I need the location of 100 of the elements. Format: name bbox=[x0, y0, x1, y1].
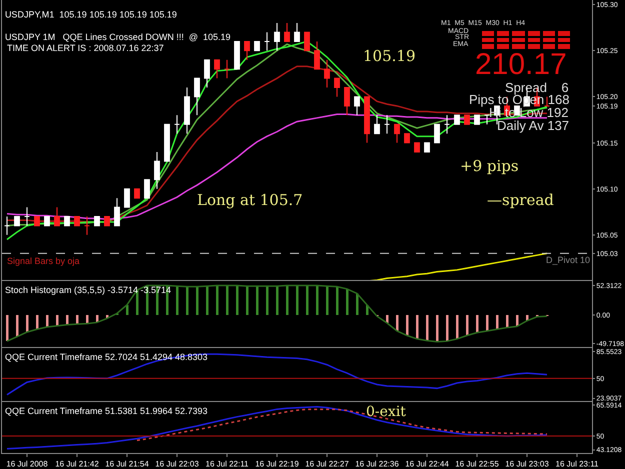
candlestick bbox=[104, 216, 110, 226]
bar bbox=[386, 315, 388, 324]
candlestick bbox=[64, 216, 70, 226]
bar bbox=[356, 293, 358, 316]
x-tick-label: 16 Jul 21:54 bbox=[105, 460, 150, 469]
annotation: 0-exit bbox=[366, 404, 406, 420]
candlestick bbox=[474, 114, 480, 125]
bar bbox=[446, 315, 448, 342]
x-tick-label: 16 Jul 22:11 bbox=[206, 460, 250, 469]
bar bbox=[86, 315, 88, 324]
bar bbox=[266, 286, 268, 316]
bar bbox=[276, 286, 278, 316]
bar bbox=[306, 286, 308, 316]
bar bbox=[326, 286, 328, 316]
candlestick bbox=[444, 114, 450, 134]
candlestick bbox=[274, 22, 280, 52]
candlestick bbox=[224, 59, 230, 79]
annotation: Long at 105.7 bbox=[197, 191, 303, 209]
candlestick bbox=[94, 216, 100, 226]
bar bbox=[466, 315, 468, 336]
text: USDJPY 1M QQE Lines Crossed DOWN !!! @ 105.19 bbox=[4, 32, 230, 42]
candlestick bbox=[204, 59, 210, 88]
candlestick bbox=[184, 87, 190, 134]
bar bbox=[56, 315, 58, 326]
x-tick-label: 16 Jul 2008 bbox=[6, 460, 48, 469]
line-series bbox=[6, 284, 548, 342]
candlestick bbox=[264, 32, 270, 52]
candlestick bbox=[144, 179, 150, 199]
candlestick bbox=[54, 206, 60, 226]
bar bbox=[196, 286, 198, 316]
bar bbox=[396, 315, 398, 331]
bar bbox=[246, 286, 248, 316]
bar bbox=[406, 315, 408, 336]
candlestick bbox=[194, 78, 200, 116]
candlestick bbox=[324, 59, 330, 88]
candlestick bbox=[4, 216, 10, 236]
bar bbox=[26, 315, 28, 332]
annotation: 210.17 bbox=[475, 48, 567, 81]
candlestick bbox=[154, 152, 160, 190]
line-series bbox=[6, 406, 548, 450]
annotation: TIME ON ALERT IS : 2008.07.16 22:37 bbox=[7, 43, 164, 53]
text: USDJPY,M1 105.19 105.19 105.19 105.19 bbox=[4, 9, 177, 20]
bar bbox=[126, 304, 128, 316]
bar bbox=[226, 286, 228, 316]
bar bbox=[486, 315, 488, 331]
candlestick bbox=[404, 133, 410, 144]
candlestick bbox=[244, 40, 250, 60]
bar bbox=[206, 286, 208, 316]
bar bbox=[16, 315, 18, 337]
bar bbox=[426, 315, 428, 341]
bar bbox=[476, 315, 478, 333]
candlestick bbox=[304, 32, 310, 52]
candlestick bbox=[354, 96, 360, 116]
candlestick bbox=[344, 87, 350, 116]
x-tick-label: 16 Jul 21:42 bbox=[55, 460, 100, 469]
candlestick bbox=[544, 96, 550, 106]
candlestick bbox=[24, 206, 30, 226]
annotation: —spread bbox=[487, 191, 554, 209]
chart-title: QQE Current Timeframe 51.5381 51.9964 52.7393 bbox=[4, 406, 208, 416]
candlestick bbox=[364, 96, 370, 144]
annotation: Spread 6 bbox=[505, 80, 569, 95]
candlestick bbox=[284, 22, 290, 42]
candlestick bbox=[424, 142, 430, 153]
candlestick bbox=[484, 114, 490, 125]
candlestick bbox=[234, 40, 240, 70]
bar bbox=[436, 315, 438, 342]
bar bbox=[76, 315, 78, 324]
ref-line-label: D_Pivot 10 bbox=[546, 255, 590, 265]
bar bbox=[496, 315, 498, 330]
candlestick bbox=[434, 124, 440, 144]
candlestick bbox=[374, 114, 380, 134]
x-tick-label: 16 Jul 22:03 bbox=[155, 460, 200, 469]
candlestick bbox=[384, 114, 390, 134]
bar bbox=[46, 315, 48, 327]
candlestick bbox=[124, 188, 130, 208]
bar bbox=[506, 315, 508, 328]
candlestick bbox=[44, 216, 50, 226]
bar bbox=[336, 286, 338, 316]
bar bbox=[346, 288, 348, 316]
candlestick bbox=[454, 114, 460, 125]
bar bbox=[236, 286, 238, 316]
candlestick bbox=[394, 124, 400, 144]
candlestick bbox=[334, 78, 340, 98]
bar bbox=[296, 286, 298, 316]
candlestick bbox=[164, 124, 170, 162]
candlestick bbox=[34, 216, 40, 226]
x-tick-label: 16 Jul 22:19 bbox=[255, 460, 300, 469]
candlestick bbox=[254, 40, 260, 52]
bar bbox=[176, 286, 178, 316]
candlestick bbox=[314, 40, 320, 70]
bar bbox=[316, 286, 318, 316]
bar bbox=[66, 315, 68, 325]
candlestick bbox=[174, 114, 180, 134]
x-tick-label: 16 Jul 22:27 bbox=[305, 460, 350, 469]
bar bbox=[286, 286, 288, 316]
x-tick-label: 16 Jul 23:03 bbox=[505, 460, 550, 469]
x-tick-label: 16 Jul 23:11 bbox=[556, 460, 600, 469]
candlestick bbox=[14, 216, 20, 226]
candlestick bbox=[114, 198, 120, 226]
bar bbox=[456, 315, 458, 339]
